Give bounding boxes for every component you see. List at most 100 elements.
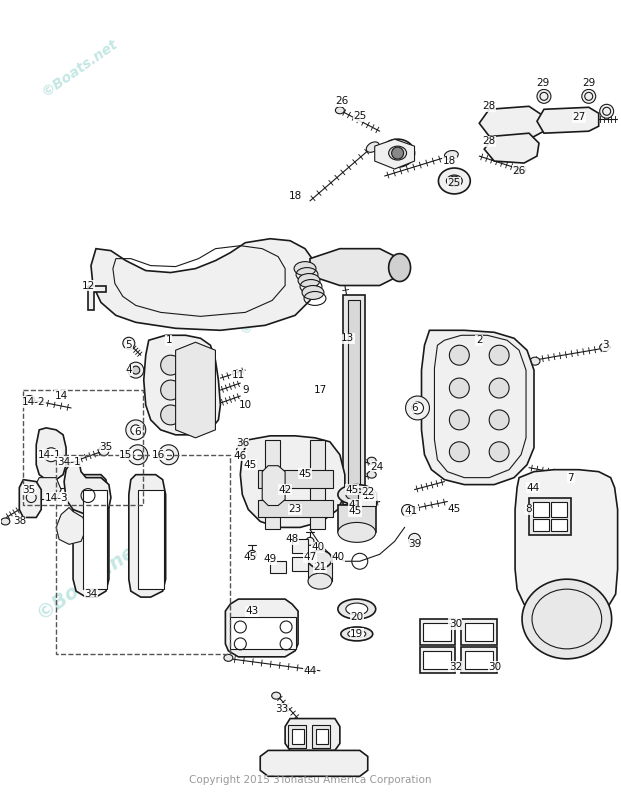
Text: 25: 25 — [448, 178, 461, 188]
Polygon shape — [88, 285, 106, 310]
Text: 33: 33 — [276, 704, 289, 714]
Text: 6: 6 — [411, 403, 418, 413]
Polygon shape — [176, 343, 215, 438]
Polygon shape — [285, 719, 340, 750]
Text: 35: 35 — [99, 442, 112, 452]
Circle shape — [131, 425, 141, 435]
Bar — [358, 491, 376, 506]
Circle shape — [412, 402, 424, 414]
Circle shape — [489, 410, 509, 430]
Circle shape — [409, 533, 420, 545]
Circle shape — [161, 405, 181, 425]
Polygon shape — [422, 330, 534, 485]
Polygon shape — [260, 750, 368, 776]
Text: 44: 44 — [527, 483, 540, 493]
Text: 25: 25 — [353, 111, 366, 122]
Circle shape — [126, 420, 146, 440]
Circle shape — [164, 450, 174, 460]
Polygon shape — [91, 238, 318, 330]
Text: ©Boats.net: ©Boats.net — [237, 274, 317, 337]
Ellipse shape — [381, 139, 415, 167]
Text: 28: 28 — [483, 101, 496, 111]
Ellipse shape — [517, 166, 525, 173]
Bar — [270, 561, 286, 573]
Circle shape — [600, 104, 614, 118]
Text: 45: 45 — [348, 506, 361, 517]
Ellipse shape — [1, 518, 10, 525]
Text: 40: 40 — [311, 542, 325, 553]
Ellipse shape — [348, 630, 366, 638]
Text: 6: 6 — [135, 427, 141, 436]
Polygon shape — [310, 249, 399, 285]
Circle shape — [489, 345, 509, 365]
Circle shape — [392, 147, 404, 159]
Ellipse shape — [530, 357, 540, 365]
Text: 19: 19 — [350, 629, 363, 639]
Ellipse shape — [367, 457, 376, 464]
Circle shape — [161, 380, 181, 400]
Text: 42: 42 — [278, 485, 292, 494]
Polygon shape — [240, 436, 345, 527]
Text: 3: 3 — [602, 340, 609, 351]
Text: 21: 21 — [314, 562, 327, 572]
Polygon shape — [258, 470, 333, 487]
Ellipse shape — [308, 550, 332, 568]
Polygon shape — [36, 428, 66, 479]
Ellipse shape — [294, 262, 316, 276]
Circle shape — [159, 444, 179, 465]
Circle shape — [347, 502, 359, 514]
Polygon shape — [143, 335, 220, 435]
Polygon shape — [225, 599, 298, 657]
Circle shape — [243, 463, 252, 471]
Text: 48: 48 — [286, 534, 299, 545]
Text: 47: 47 — [304, 553, 317, 562]
Text: 32: 32 — [449, 661, 462, 672]
Text: 14-3: 14-3 — [44, 493, 68, 502]
Text: 26: 26 — [512, 166, 526, 176]
Polygon shape — [479, 107, 544, 139]
Circle shape — [128, 444, 148, 465]
Circle shape — [188, 407, 204, 423]
Text: 8: 8 — [526, 505, 532, 514]
Circle shape — [450, 442, 469, 462]
Bar — [461, 619, 497, 645]
Bar — [316, 728, 328, 744]
Text: 45: 45 — [299, 469, 312, 479]
Bar — [533, 519, 549, 531]
Polygon shape — [19, 479, 41, 518]
Text: 5: 5 — [125, 340, 132, 351]
Circle shape — [306, 537, 314, 545]
Text: 27: 27 — [572, 112, 586, 122]
Text: 45: 45 — [345, 485, 358, 494]
Ellipse shape — [24, 395, 34, 402]
Text: 23: 23 — [288, 505, 302, 514]
Text: 13: 13 — [341, 333, 355, 343]
Polygon shape — [64, 462, 111, 514]
Circle shape — [133, 450, 143, 460]
Polygon shape — [310, 440, 325, 529]
Text: 41: 41 — [348, 499, 361, 510]
Circle shape — [237, 446, 247, 456]
Text: 15: 15 — [119, 450, 132, 460]
Ellipse shape — [346, 489, 368, 501]
Ellipse shape — [338, 485, 376, 505]
Polygon shape — [73, 475, 109, 597]
Bar — [424, 651, 451, 669]
Circle shape — [537, 89, 551, 103]
Polygon shape — [230, 617, 296, 649]
Ellipse shape — [600, 343, 610, 351]
Ellipse shape — [346, 603, 368, 615]
Polygon shape — [258, 499, 333, 518]
Text: 4: 4 — [125, 365, 132, 375]
Ellipse shape — [224, 654, 233, 661]
Text: 36: 36 — [236, 438, 249, 448]
Circle shape — [582, 89, 596, 103]
Text: 44: 44 — [304, 665, 317, 676]
Bar — [292, 557, 308, 572]
Bar — [465, 623, 493, 641]
Circle shape — [450, 410, 469, 430]
Text: 14: 14 — [55, 391, 68, 401]
Polygon shape — [34, 478, 61, 499]
Text: 18: 18 — [288, 191, 302, 201]
Text: 34: 34 — [84, 589, 97, 599]
